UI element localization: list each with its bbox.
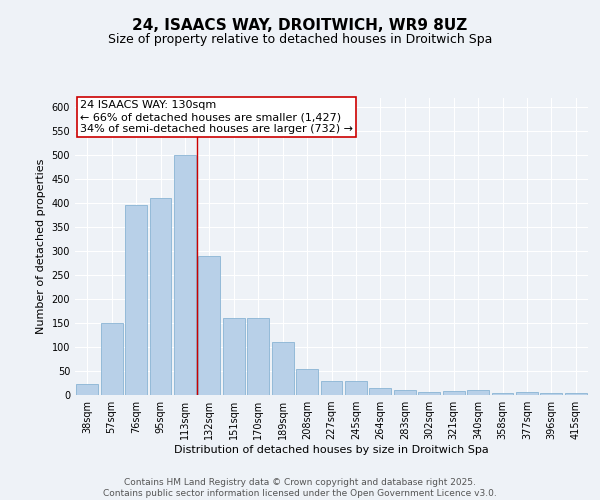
X-axis label: Distribution of detached houses by size in Droitwich Spa: Distribution of detached houses by size … xyxy=(174,445,489,455)
Bar xyxy=(125,206,147,395)
Bar xyxy=(565,393,587,395)
Bar xyxy=(491,393,514,395)
Bar xyxy=(101,323,122,395)
Bar xyxy=(223,318,245,395)
Bar xyxy=(467,390,489,395)
Bar xyxy=(345,380,367,395)
Bar xyxy=(516,392,538,395)
Bar xyxy=(174,155,196,395)
Bar xyxy=(418,392,440,395)
Bar xyxy=(320,380,343,395)
Bar xyxy=(272,342,293,395)
Bar xyxy=(541,392,562,395)
Bar xyxy=(76,384,98,395)
Bar xyxy=(296,368,318,395)
Bar xyxy=(247,318,269,395)
Bar xyxy=(149,198,172,395)
Y-axis label: Number of detached properties: Number of detached properties xyxy=(36,158,46,334)
Text: Size of property relative to detached houses in Droitwich Spa: Size of property relative to detached ho… xyxy=(108,32,492,46)
Text: 24 ISAACS WAY: 130sqm
← 66% of detached houses are smaller (1,427)
34% of semi-d: 24 ISAACS WAY: 130sqm ← 66% of detached … xyxy=(80,100,353,134)
Bar xyxy=(443,390,464,395)
Bar xyxy=(199,256,220,395)
Bar xyxy=(370,388,391,395)
Bar xyxy=(394,390,416,395)
Text: Contains HM Land Registry data © Crown copyright and database right 2025.
Contai: Contains HM Land Registry data © Crown c… xyxy=(103,478,497,498)
Text: 24, ISAACS WAY, DROITWICH, WR9 8UZ: 24, ISAACS WAY, DROITWICH, WR9 8UZ xyxy=(133,18,467,32)
